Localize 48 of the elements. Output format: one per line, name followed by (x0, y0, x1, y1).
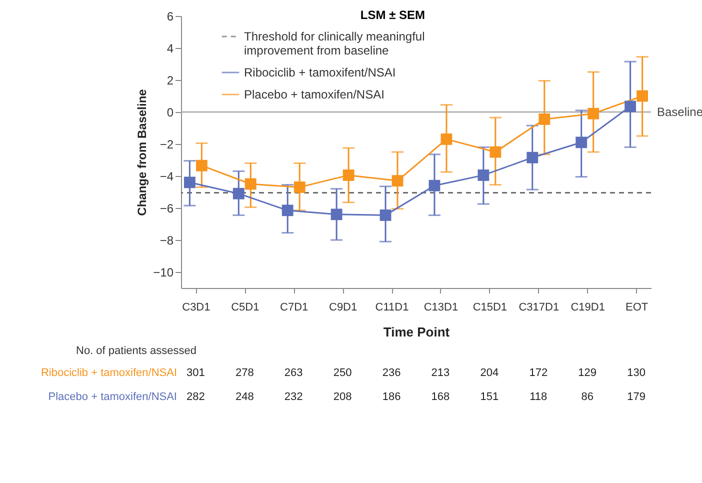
y-tick-label: −4 (160, 170, 174, 184)
text: 179 (627, 391, 646, 403)
text: 248 (235, 391, 254, 403)
legend-label: Ribociclib + tamoxifent/NSAI (244, 66, 396, 80)
y-axis-title: Change from Baseline (135, 88, 150, 216)
text: 204 (480, 367, 499, 379)
text: 263 (284, 367, 303, 379)
x-tick-label: C13D1 (424, 302, 458, 314)
text: 213 (431, 367, 450, 379)
legend-label: Placebo + tamoxifen/NSAI (244, 88, 384, 102)
x-tick-label: C11D1 (375, 302, 409, 314)
y-tick-label: 4 (166, 42, 174, 56)
x-tick-label: C7D1 (280, 302, 308, 314)
text: No. of patients assessed (76, 345, 196, 357)
text: 118 (530, 391, 548, 403)
text: 301 (186, 367, 205, 379)
legend-label: Threshold for clinically meaningful improvement from baseline (244, 30, 425, 58)
text: 208 (333, 391, 352, 403)
x-tick-label: EOT (626, 302, 648, 314)
text: 151 (480, 391, 499, 403)
text: 172 (529, 367, 548, 379)
x-tick-label: C3D1 (182, 302, 210, 314)
text: 129 (578, 367, 597, 379)
text: Placebo + tamoxifen/NSAI (48, 391, 177, 403)
y-tick-label: −6 (160, 202, 174, 216)
text: 236 (382, 367, 401, 379)
x-tick-label: C15D1 (472, 302, 508, 314)
y-tick-label: −10 (153, 266, 174, 280)
y-tick-label: −8 (160, 234, 174, 248)
text: 130 (627, 367, 646, 379)
text: Ribociclib + tamoxifen/NSAI (40, 367, 177, 379)
text: 86 (581, 391, 594, 403)
text: 168 (431, 391, 450, 403)
y-tick-label: −2 (160, 138, 174, 152)
x-tick-label: C9D1 (329, 302, 358, 314)
text: 186 (382, 391, 401, 403)
x-axis-title: Time Point (383, 324, 450, 340)
y-tick-label: 0 (166, 106, 174, 120)
x-tick-label: C317D1 (518, 302, 560, 314)
y-tick-label: 6 (166, 10, 174, 24)
text: 278 (235, 367, 254, 379)
text: 250 (333, 367, 352, 379)
x-tick-label: C5D1 (231, 302, 260, 314)
text: 282 (186, 391, 205, 403)
y-tick-label: 2 (166, 74, 174, 88)
x-tick-label: C19D1 (570, 302, 605, 314)
legend-title: LSM ± SEM (360, 8, 425, 22)
text: 232 (284, 391, 303, 403)
